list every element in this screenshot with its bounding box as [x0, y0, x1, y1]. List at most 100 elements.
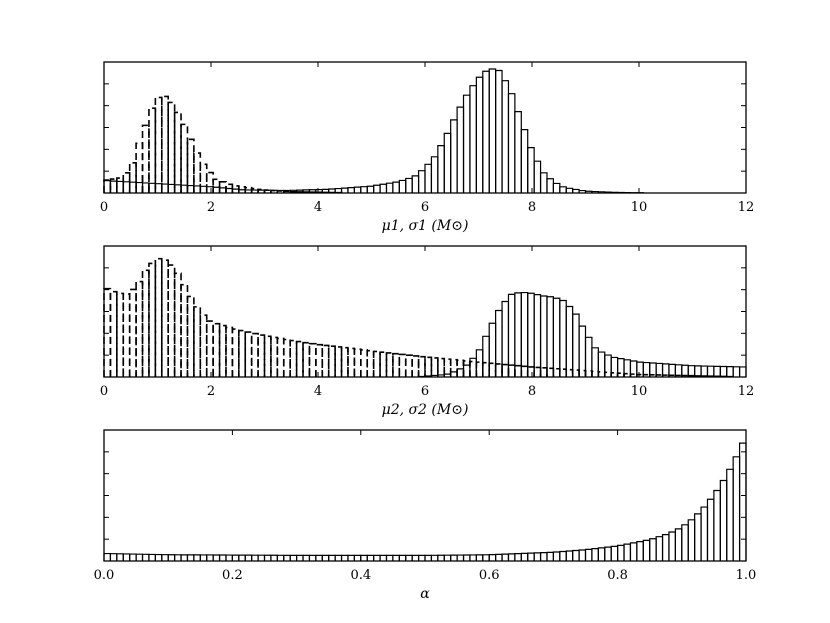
histogram-bar	[206, 554, 214, 561]
histogram-bar	[327, 345, 336, 377]
histogram-bar	[225, 187, 233, 193]
histogram-bar	[738, 442, 747, 561]
histogram-bar	[404, 354, 413, 377]
histogram-bar	[417, 170, 426, 193]
histogram-bar	[462, 94, 471, 193]
histogram-bar	[385, 554, 394, 561]
histogram-bar	[103, 180, 112, 193]
histogram-bar	[661, 533, 670, 561]
histogram-bar	[199, 185, 208, 193]
histogram-bar	[417, 355, 426, 377]
histogram-bar	[539, 295, 548, 377]
histogram-bar	[141, 124, 150, 193]
histogram-bar	[488, 68, 497, 193]
histogram-bar	[578, 369, 587, 377]
x-tick-label: 2	[207, 200, 215, 215]
histogram-bar	[353, 554, 362, 561]
histogram-bar	[148, 182, 156, 193]
histogram-bar	[276, 190, 285, 193]
histogram-bar	[379, 183, 388, 193]
histogram-bar	[482, 70, 490, 193]
x-tick-label: 10	[631, 384, 648, 399]
histogram-bar	[392, 181, 400, 193]
histogram-bar	[642, 373, 651, 377]
histogram-bar	[257, 554, 266, 561]
x-tick-label: 0	[100, 384, 108, 399]
histogram-bar	[340, 187, 349, 193]
histogram-bar	[308, 554, 317, 561]
histogram-bar	[128, 162, 137, 193]
histogram-bar	[559, 550, 567, 561]
histogram-bar	[668, 531, 676, 561]
histogram-bar	[546, 296, 554, 377]
histogram-bar	[668, 374, 677, 377]
histogram-bar	[694, 513, 702, 561]
histogram-bar	[116, 180, 124, 193]
histogram-bar	[212, 186, 221, 193]
histogram-bar	[205, 171, 214, 193]
histogram-bar	[109, 553, 118, 561]
histogram-bar	[116, 553, 124, 561]
histogram-bar	[103, 179, 112, 193]
histogram-bar	[173, 111, 182, 193]
histogram-bar	[648, 374, 657, 377]
histogram-bar	[263, 335, 272, 377]
histogram-bar	[225, 183, 234, 193]
histogram-bar	[129, 181, 137, 193]
histogram-bar	[212, 178, 221, 193]
histogram-bar	[270, 336, 279, 377]
histogram-bar	[559, 368, 568, 377]
chart-panel-1: 0 2 4 6 8 10 12 μ1, σ1 (M⊙)	[100, 61, 754, 234]
histogram-bar	[334, 346, 343, 377]
histogram-bar	[347, 347, 356, 377]
histogram-bar	[116, 292, 125, 377]
histogram-bar	[180, 554, 189, 561]
histogram-bar	[225, 326, 234, 377]
histogram-bar	[617, 544, 625, 561]
histogram-bar	[603, 371, 612, 377]
histogram-bar	[411, 175, 420, 193]
histogram-bar	[424, 554, 433, 561]
histogram-bar	[520, 129, 529, 193]
histogram-bar	[655, 374, 664, 377]
histogram-bar	[552, 551, 561, 561]
histogram-bar	[552, 367, 561, 377]
histogram-bar	[193, 306, 202, 377]
histogram-bar	[405, 177, 413, 193]
histogram-bar	[180, 123, 189, 193]
histogram-bar	[655, 536, 664, 561]
histogram-bar	[379, 351, 388, 377]
histogram-bar	[411, 554, 420, 561]
histogram-bar	[572, 549, 580, 561]
histogram-series-dashed	[103, 95, 343, 194]
histogram-bar	[167, 101, 176, 193]
histogram-bar	[597, 371, 606, 377]
histogram-bar	[533, 552, 542, 561]
histogram-bar	[379, 554, 388, 561]
histogram-bar	[539, 367, 548, 377]
histogram-bar	[501, 363, 510, 377]
x-tick-label: 0.8	[607, 568, 628, 583]
histogram-bar	[507, 93, 516, 193]
x-tick-label: 2	[207, 384, 215, 399]
histogram-bar	[475, 76, 484, 193]
histogram-bar	[706, 498, 715, 561]
histogram-bar	[514, 111, 522, 193]
histogram-bar	[514, 292, 522, 377]
histogram-bar	[392, 554, 400, 561]
histogram-bar	[103, 552, 112, 561]
histogram-bar	[450, 371, 458, 377]
histogram-bar	[475, 361, 484, 377]
histogram-bar	[443, 132, 452, 193]
histogram-bar	[135, 553, 144, 561]
histogram-bar	[174, 184, 182, 193]
histogram-bar	[238, 329, 247, 377]
histogram-bar	[315, 554, 323, 561]
histogram-bar	[462, 554, 471, 561]
histogram-bar	[738, 366, 747, 377]
histogram-bar	[636, 541, 644, 561]
x-axis-label: μ1, σ1 (M⊙)	[382, 218, 469, 234]
histogram-bar	[186, 295, 195, 377]
histogram-bar	[199, 163, 208, 193]
histogram-bar	[366, 349, 375, 377]
